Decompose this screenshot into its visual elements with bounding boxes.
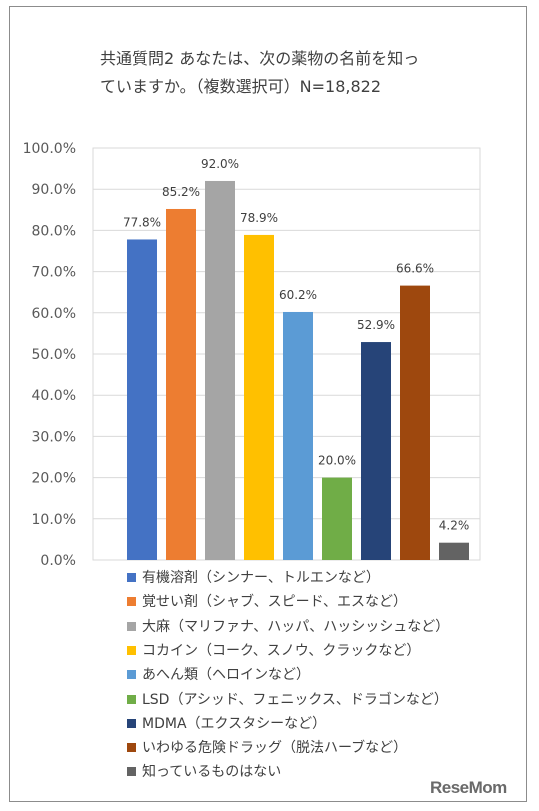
y-tick-label: 70.0% <box>32 265 76 281</box>
legend-swatch <box>127 694 136 704</box>
data-label: 77.8% <box>123 215 161 229</box>
y-tick-label: 40.0% <box>32 388 76 404</box>
bar <box>127 239 157 561</box>
bar <box>283 311 313 560</box>
y-tick-label: 90.0% <box>32 182 76 198</box>
legend-swatch <box>127 597 136 607</box>
legend-label: 有機溶剤（シンナー、トルエンなど） <box>142 570 380 586</box>
data-label: 78.9% <box>240 211 278 225</box>
legend-label: いわゆる危険ドラッグ（脱法ハーブなど） <box>142 740 408 757</box>
data-label: 52.9% <box>357 318 395 332</box>
data-label: 60.2% <box>279 288 317 302</box>
resemom-watermark: ReseMom <box>430 778 507 797</box>
y-tick-label: 50.0% <box>32 347 76 363</box>
legend-swatch <box>127 767 136 777</box>
chart-title-line-2: ていますか。（複数選択可）N=18,822 <box>100 77 382 96</box>
y-tick-label: 100.0% <box>23 141 76 157</box>
bar <box>205 180 235 560</box>
data-label: 85.2% <box>162 185 200 199</box>
y-tick-label: 80.0% <box>32 223 76 239</box>
legend-swatch <box>127 718 136 728</box>
data-label: 92.0% <box>201 157 239 171</box>
y-tick-label: 20.0% <box>32 471 76 487</box>
chart-title-line-1: 共通質問2 あなたは、次の薬物の名前を知っ <box>100 49 420 68</box>
y-tick-label: 60.0% <box>32 306 76 322</box>
bar <box>166 208 196 560</box>
data-label: 20.0% <box>318 454 356 468</box>
legend-swatch <box>127 670 136 680</box>
data-label: 4.2% <box>439 519 470 533</box>
bar <box>400 285 430 560</box>
legend-label: あへん類（ヘロインなど） <box>142 667 310 684</box>
legend-swatch <box>127 573 136 582</box>
bar <box>439 542 469 560</box>
legend-swatch <box>127 743 136 753</box>
bar <box>322 477 352 560</box>
bar <box>361 342 391 560</box>
legend-swatch <box>127 645 136 655</box>
y-tick-label: 30.0% <box>32 429 76 445</box>
legend-label: 大麻（マリファナ、ハッパ、ハッシッシュなど） <box>142 618 450 635</box>
legend-label: MDMA（エクスタシーなど） <box>142 715 327 732</box>
legend-label: LSD（アシッド、フェニックス、ドラゴンなど） <box>142 691 448 708</box>
bar <box>244 234 274 560</box>
legend-label: 知っているものはない <box>142 764 282 781</box>
legend-label: コカイン（コーク、スノウ、クラックなど） <box>142 642 421 659</box>
y-tick-label: 0.0% <box>40 553 76 569</box>
legend-label: 覚せい剤（シャブ、スピード、エスなど） <box>142 594 408 611</box>
chart-frame <box>9 6 527 802</box>
legend-swatch <box>127 621 136 631</box>
y-tick-label: 10.0% <box>32 512 76 528</box>
data-label: 66.6% <box>396 262 434 276</box>
